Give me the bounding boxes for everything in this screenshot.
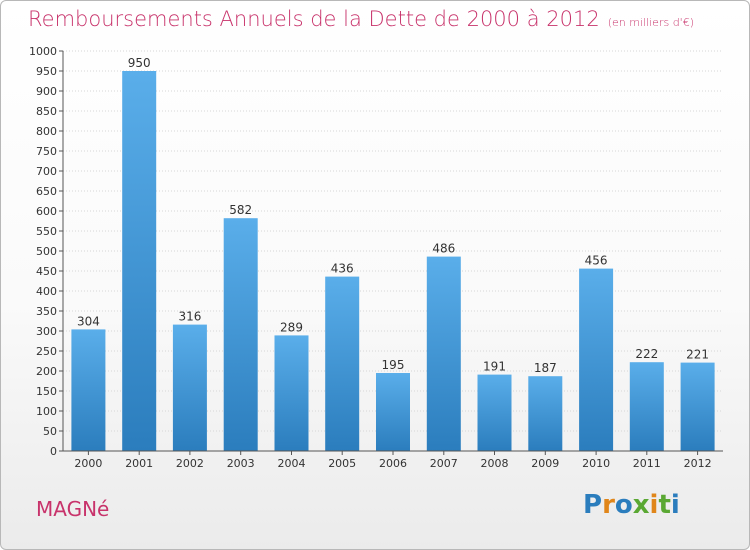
bar-2007 <box>426 256 461 451</box>
x-tick-label-2010: 2010 <box>582 457 610 470</box>
bar-2004 <box>274 335 309 451</box>
bar-2008 <box>477 374 512 451</box>
y-tick-label: 750 <box>36 145 57 158</box>
logo-letter: i <box>649 490 659 520</box>
bar-2010 <box>579 268 614 451</box>
data-label-2003: 582 <box>229 203 252 217</box>
logo-letter: P <box>583 490 603 520</box>
chart-title-text: Remboursements Annuels de la Dette de 20… <box>28 7 600 31</box>
y-tick-label: 350 <box>36 305 57 318</box>
x-tick-label-2000: 2000 <box>74 457 102 470</box>
x-tick-label-2011: 2011 <box>633 457 661 470</box>
x-tick-label-2001: 2001 <box>125 457 153 470</box>
y-tick-label: 850 <box>36 105 57 118</box>
data-label-2002: 316 <box>178 310 201 324</box>
y-tick-label: 250 <box>36 345 57 358</box>
y-tick-label: 100 <box>36 405 57 418</box>
data-label-2012: 221 <box>686 348 709 362</box>
bar-2009 <box>528 376 563 451</box>
x-tick-label-2004: 2004 <box>278 457 306 470</box>
data-label-2006: 195 <box>382 358 405 372</box>
bar-2011 <box>629 362 664 451</box>
x-tick-label-2009: 2009 <box>531 457 559 470</box>
data-label-2004: 289 <box>280 320 303 334</box>
commune-name: MAGNé <box>36 497 110 521</box>
y-tick-label: 200 <box>36 365 57 378</box>
bar-2012 <box>680 362 715 451</box>
data-label-2007: 486 <box>432 242 455 256</box>
bar-2003 <box>223 218 258 451</box>
proxiti-logo: Proxiti <box>583 490 680 520</box>
x-tick-label-2003: 2003 <box>227 457 255 470</box>
y-tick-label: 950 <box>36 65 57 78</box>
data-label-2011: 222 <box>635 347 658 361</box>
chart-title: Remboursements Annuels de la Dette de 20… <box>28 7 694 31</box>
data-label-2010: 456 <box>585 254 608 268</box>
y-tick-label: 400 <box>36 285 57 298</box>
y-tick-label: 0 <box>50 445 57 458</box>
data-label-2000: 304 <box>77 314 100 328</box>
y-tick-label: 1000 <box>29 45 57 58</box>
y-tick-label: 650 <box>36 185 57 198</box>
y-tick-label: 700 <box>36 165 57 178</box>
bar-2005 <box>325 276 360 451</box>
y-tick-label: 500 <box>36 245 57 258</box>
y-tick-label: 800 <box>36 125 57 138</box>
y-tick-label: 450 <box>36 265 57 278</box>
x-tick-label-2005: 2005 <box>328 457 356 470</box>
y-tick-label: 550 <box>36 225 57 238</box>
bar-2001 <box>122 71 157 451</box>
y-tick-label: 300 <box>36 325 57 338</box>
logo-letter: o <box>614 490 633 520</box>
x-tick-label-2006: 2006 <box>379 457 407 470</box>
bar-chart: 0 50 100 150 200 250 300 350 400 450 500 550 600 650 7… <box>29 45 723 470</box>
data-label-2009: 187 <box>534 361 557 375</box>
x-tick-label-2012: 2012 <box>684 457 712 470</box>
logo-letter: i <box>670 490 680 520</box>
bar-2000 <box>71 329 106 451</box>
x-tick-label-2008: 2008 <box>481 457 509 470</box>
chart-unit: (en milliers d'€) <box>607 16 694 29</box>
data-label-2008: 191 <box>483 360 506 374</box>
y-tick-label: 50 <box>43 425 57 438</box>
data-label-2005: 436 <box>331 262 354 276</box>
y-tick-label: 150 <box>36 385 57 398</box>
x-tick-label-2002: 2002 <box>176 457 204 470</box>
logo-letter: x <box>632 490 650 520</box>
y-tick-label: 900 <box>36 85 57 98</box>
data-label-2001: 950 <box>128 56 151 70</box>
bar-2006 <box>376 373 410 451</box>
x-tick-label-2007: 2007 <box>430 457 458 470</box>
y-tick-label: 600 <box>36 205 57 218</box>
logo-letter: t <box>658 490 671 520</box>
logo-letter: r <box>602 490 615 520</box>
bar-2002 <box>172 324 207 451</box>
